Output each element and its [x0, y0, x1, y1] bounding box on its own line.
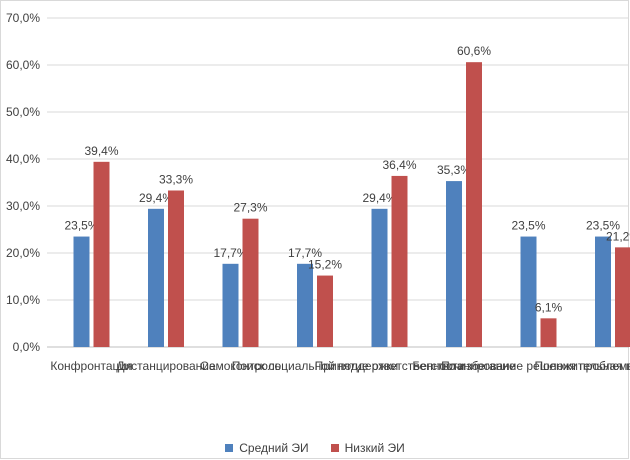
x-category-label: Планирование решения проблемы — [441, 359, 630, 373]
y-tick-label: 60,0% — [6, 58, 40, 72]
bar — [595, 236, 611, 347]
bar — [520, 236, 537, 347]
bar — [371, 208, 388, 347]
data-label: 21,2% — [606, 229, 630, 243]
bar — [73, 236, 90, 347]
legend-label-series-2: Низкий ЭИ — [344, 441, 405, 455]
x-category-label: Самоконтроль — [200, 359, 281, 373]
data-label: 60,6% — [457, 44, 491, 58]
x-category-label: Конфронтация — [50, 359, 132, 373]
data-label: 27,3% — [233, 201, 267, 215]
legend-item-series-1: Средний ЭИ — [225, 441, 309, 455]
bar — [391, 175, 408, 347]
y-tick-label: 70,0% — [6, 11, 40, 25]
bar — [297, 263, 313, 347]
y-tick-label: 50,0% — [6, 105, 40, 119]
bar — [148, 208, 164, 347]
bar — [242, 218, 259, 347]
x-category-label: Поиск социальной поддержки — [232, 359, 398, 373]
data-label: 17,7% — [213, 246, 247, 260]
data-label: 15,2% — [308, 258, 342, 272]
y-tick-label: 10,0% — [6, 293, 40, 307]
data-label: 35,3% — [437, 163, 471, 177]
bar — [222, 263, 239, 347]
bar — [446, 181, 462, 347]
data-label: 39,4% — [84, 144, 118, 158]
data-label: 33,3% — [159, 172, 193, 186]
bar — [615, 247, 630, 347]
legend-label-series-1: Средний ЭИ — [239, 441, 309, 455]
x-category-label: Положительная переоценка — [535, 359, 630, 373]
data-label: 29,4% — [139, 191, 173, 205]
data-label: 6,1% — [535, 300, 563, 314]
y-tick-label: 20,0% — [6, 246, 40, 260]
x-category-label: Дистанцирование — [116, 359, 216, 373]
y-tick-label: 40,0% — [6, 152, 40, 166]
data-label: 23,5% — [586, 219, 620, 233]
data-label: 29,4% — [362, 191, 396, 205]
data-label: 36,4% — [382, 158, 416, 172]
y-tick-label: 30,0% — [6, 199, 40, 213]
x-category-label: Бегство-избегание — [412, 359, 516, 373]
bar — [168, 190, 184, 347]
legend-swatch-series-2 — [330, 444, 339, 452]
legend: Средний ЭИ Низкий ЭИ — [0, 440, 630, 456]
bar — [93, 161, 110, 347]
x-category-label: Принятие ответственности — [315, 359, 465, 373]
bar — [317, 275, 333, 347]
bar — [466, 62, 482, 348]
legend-item-series-2: Низкий ЭИ — [330, 441, 405, 455]
bar — [540, 318, 557, 347]
data-label: 17,7% — [288, 246, 322, 260]
legend-swatch-series-1 — [225, 444, 234, 452]
y-tick-label: 0,0% — [13, 340, 41, 354]
data-label: 23,5% — [64, 219, 98, 233]
data-label: 23,5% — [511, 219, 545, 233]
